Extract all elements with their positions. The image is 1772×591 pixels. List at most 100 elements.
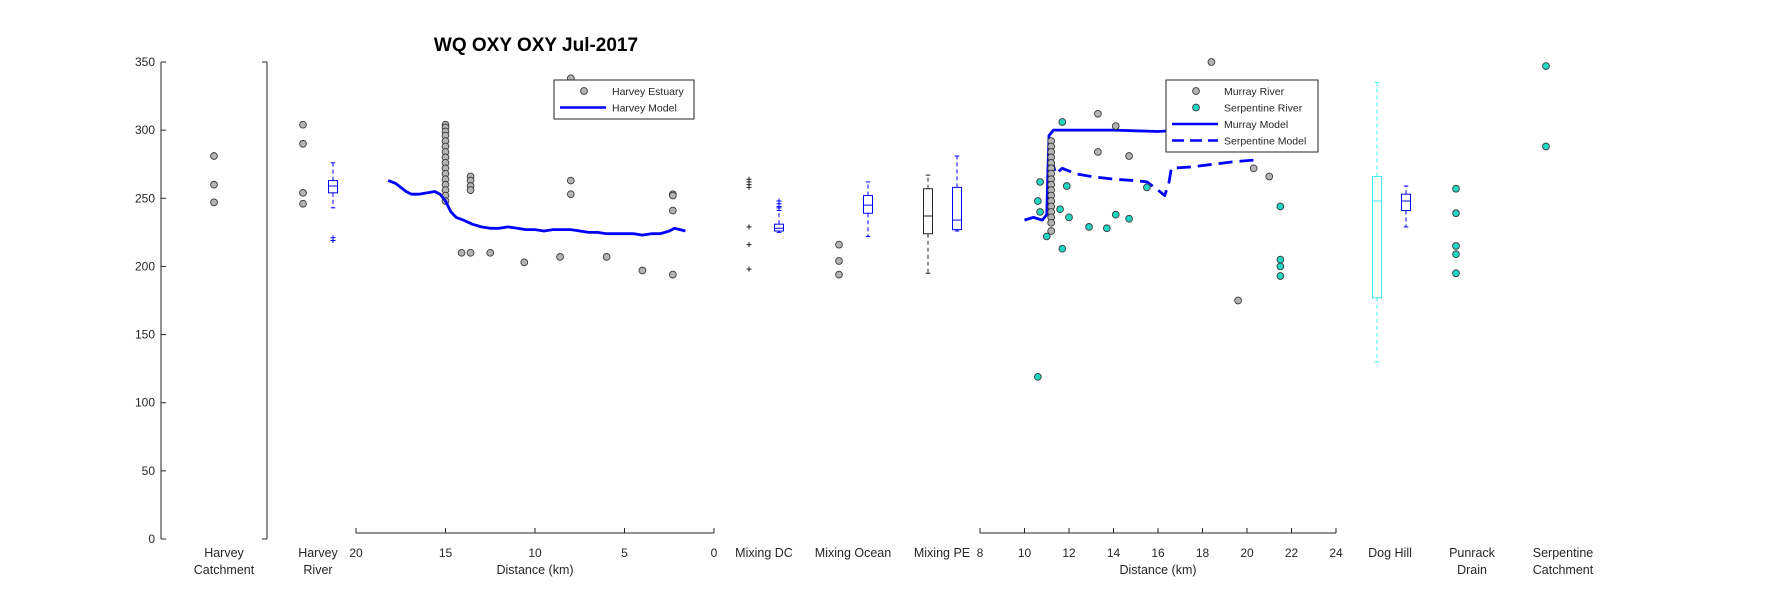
panel-dog-hill: Dog Hill: [1368, 81, 1412, 560]
model-line: [387, 179, 686, 237]
data-point: [299, 188, 307, 197]
data-point: [1094, 148, 1102, 156]
x-tick-label: 24: [1329, 546, 1343, 560]
legend-marker: [580, 87, 588, 95]
data-point: [1047, 218, 1056, 227]
data-point: [1056, 205, 1064, 214]
legend-marker: [1192, 87, 1200, 95]
data-point: [602, 253, 611, 261]
box-iqr: [328, 180, 338, 194]
data-point: [556, 253, 564, 261]
data-point: [746, 266, 752, 272]
category-label: Serpentine: [1533, 546, 1594, 560]
data-point: [1234, 296, 1242, 305]
data-point: [1249, 164, 1258, 173]
category-label: Drain: [1457, 563, 1487, 577]
x-axis-label: Distance (km): [1119, 563, 1196, 577]
data-point: [1085, 223, 1093, 231]
data-point: [1143, 183, 1151, 192]
data-point: [486, 248, 495, 257]
category-label: Mixing Ocean: [815, 546, 891, 560]
data-point: [1452, 209, 1460, 218]
category-label: Mixing DC: [735, 546, 793, 560]
panel-punrack-drain: Punrack Drain: [1449, 184, 1496, 577]
x-tick-label: 18: [1196, 546, 1210, 560]
legend: Harvey Estuary Harvey Model: [553, 79, 695, 120]
category-label: Catchment: [1533, 563, 1594, 577]
y-tick-label: 100: [135, 396, 155, 410]
x-axis-label: Distance (km): [496, 563, 573, 577]
panel-mixing-dc: Mixing DC: [735, 176, 793, 560]
data-point: [1452, 242, 1460, 250]
box-model: [1401, 185, 1411, 228]
data-point: [466, 248, 475, 257]
data-point: [1125, 152, 1133, 160]
data-point: [566, 176, 575, 185]
legend-entry: Serpentine Model: [1224, 136, 1306, 148]
data-point: [1265, 172, 1274, 181]
box-iqr: [952, 186, 962, 231]
data-point: [299, 199, 307, 208]
x-tick-label: 12: [1062, 546, 1076, 560]
data-point: [299, 120, 307, 129]
data-point: [1033, 372, 1042, 381]
data-point: [457, 248, 466, 257]
box-outlier: [776, 205, 782, 211]
data-point: [1276, 202, 1285, 211]
data-point: [1125, 214, 1133, 223]
box-data: [923, 174, 933, 274]
data-point: [746, 176, 752, 182]
data-point: [1111, 122, 1120, 130]
data-point: [1452, 250, 1460, 259]
x-tick-label: 10: [528, 546, 542, 560]
data-point: [1062, 182, 1071, 190]
data-point: [1065, 213, 1073, 222]
data-point: [638, 266, 647, 275]
data-point: [1276, 262, 1285, 271]
panel-mixing-ocean: Mixing Ocean: [815, 181, 891, 560]
data-point: [466, 186, 475, 194]
x-tick-label: 10: [1018, 546, 1032, 560]
data-point: [1276, 255, 1285, 264]
model-line: [1024, 127, 1190, 222]
x-tick-label: 0: [711, 546, 718, 560]
data-point: [1102, 224, 1111, 233]
box-model: [952, 155, 962, 232]
data-point: [668, 270, 677, 279]
data-point: [566, 190, 575, 199]
data-point: [835, 257, 843, 265]
y-tick-label: 150: [135, 328, 155, 342]
data-point: [1542, 62, 1550, 70]
x-tick-label: 20: [349, 546, 363, 560]
data-point: [210, 180, 218, 189]
x-tick-label: 20: [1240, 546, 1254, 560]
y-tick-label: 0: [148, 532, 155, 546]
data-point: [1542, 142, 1550, 151]
data-point: [520, 258, 529, 267]
legend-box: [553, 79, 695, 120]
box-model: [863, 181, 873, 237]
panel-murray-serpentine: 8 10 12 14 16 18 20 22 24 Distance (km) Murray Riv…: [977, 58, 1343, 577]
category-label: Harvey: [204, 546, 244, 560]
y-tick-label: 350: [135, 55, 155, 69]
panel-serpentine-catchment: Serpentine Catchment: [1533, 62, 1594, 577]
data-point: [1207, 58, 1216, 66]
category-label: Dog Hill: [1368, 546, 1412, 560]
data-point: [835, 240, 843, 249]
legend-entry: Harvey Model: [612, 103, 677, 115]
legend-entry: Harvey Estuary: [612, 86, 685, 98]
box-iqr: [863, 195, 873, 214]
data-point: [1033, 197, 1042, 205]
box-iqr: [1401, 193, 1411, 212]
data-point: [668, 191, 677, 200]
x-tick-label: 8: [977, 546, 984, 560]
category-label: Mixing PE: [914, 546, 970, 560]
box-iqr: [923, 188, 933, 235]
category-label: Catchment: [194, 563, 255, 577]
data-point: [1036, 178, 1044, 186]
data-point: [1452, 269, 1460, 278]
x-tick-label: 14: [1107, 546, 1121, 560]
legend: Murray River Serpentine River Murray Model…: [1165, 79, 1319, 153]
